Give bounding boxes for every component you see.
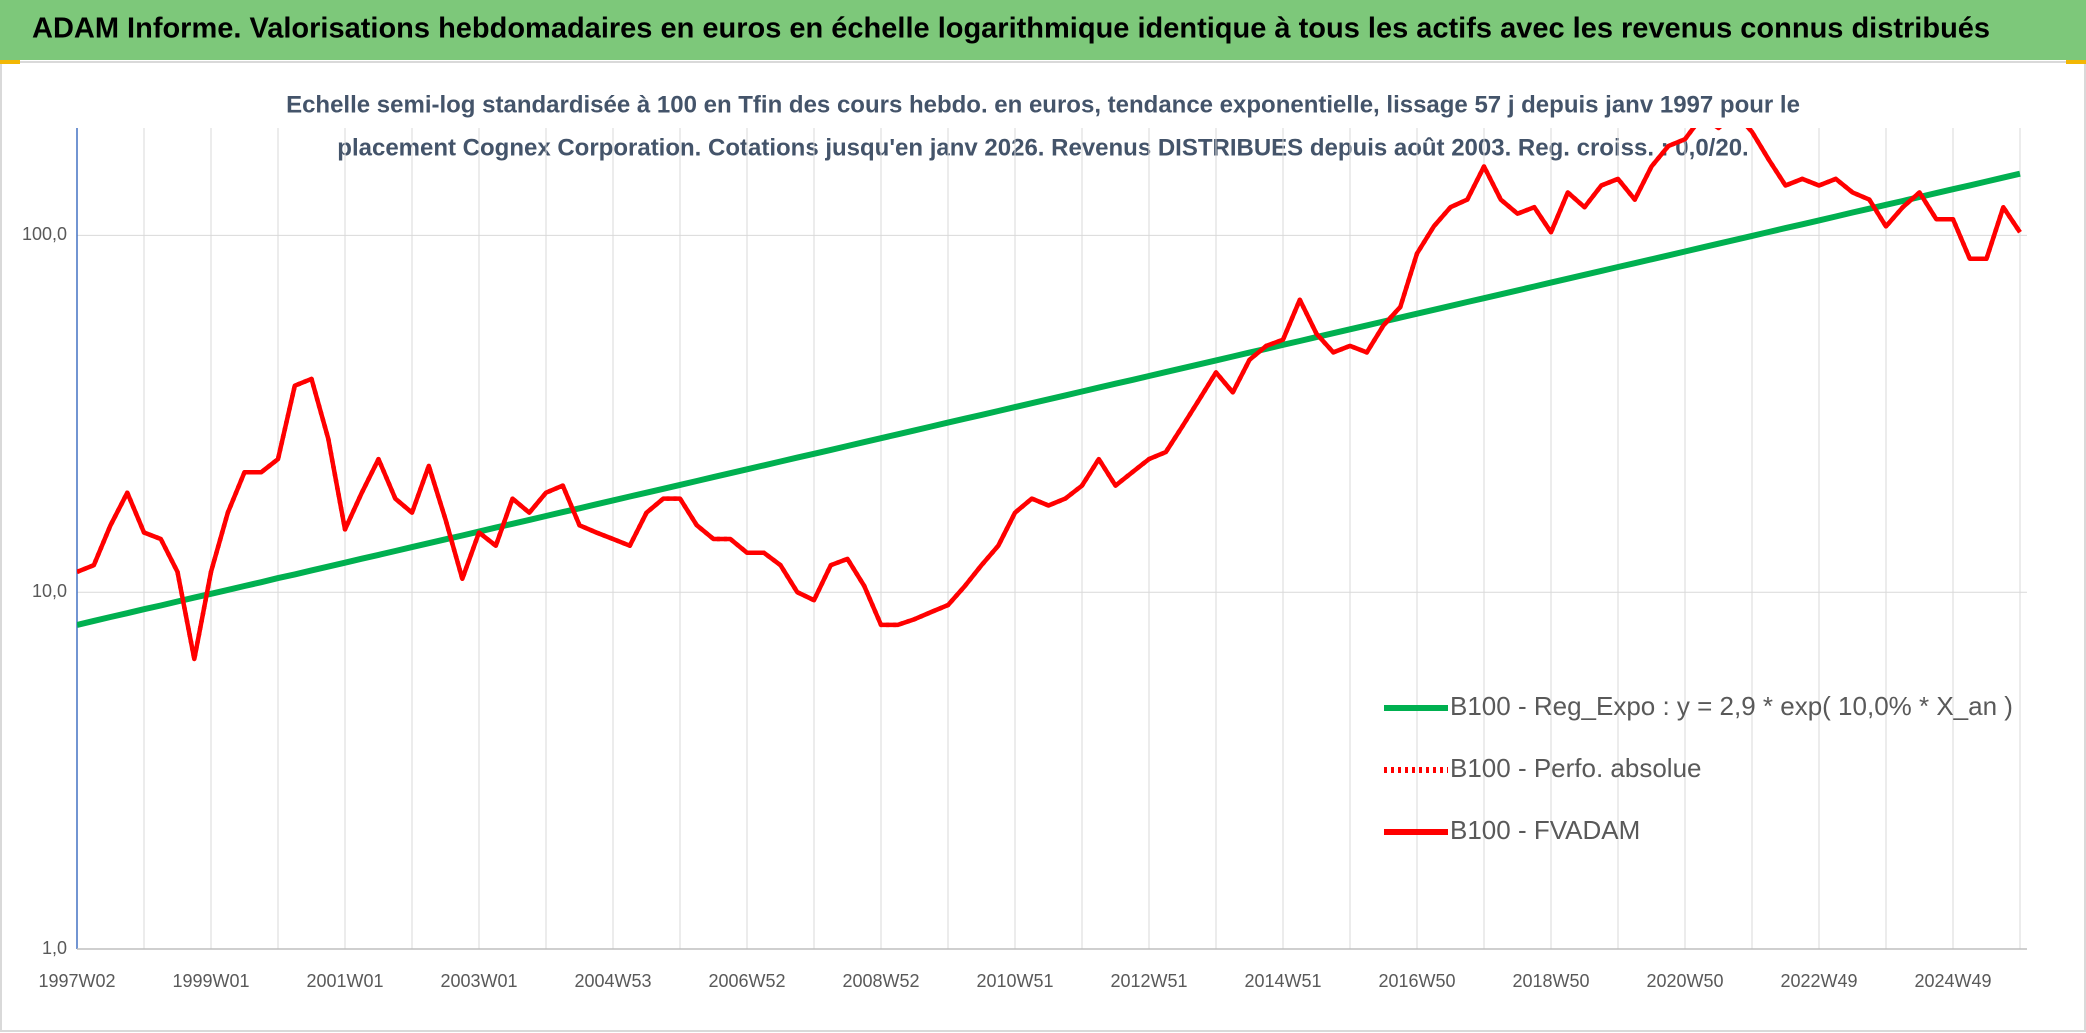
y-tick-label: 10,0 bbox=[32, 581, 67, 601]
series-line bbox=[77, 128, 2022, 662]
chart-frame bbox=[0, 61, 2086, 1032]
x-tick-label: 1997W02 bbox=[38, 971, 115, 991]
subtitle-line: placement Cognex Corporation. Cotations … bbox=[337, 134, 1748, 161]
x-tick-label: 2022W49 bbox=[1780, 971, 1857, 991]
x-tick-label: 2006W52 bbox=[708, 971, 785, 991]
series-line bbox=[77, 170, 2021, 628]
x-tick-label: 1999W01 bbox=[172, 971, 249, 991]
x-tick-label: 2010W51 bbox=[976, 971, 1053, 991]
title-bar bbox=[0, 0, 2086, 60]
x-tick-label: 2018W50 bbox=[1512, 971, 1589, 991]
x-tick-label: 2003W01 bbox=[440, 971, 517, 991]
legend-label: B100 - Perfo. absolue bbox=[1450, 753, 1702, 783]
x-tick-label: 2014W51 bbox=[1244, 971, 1321, 991]
x-tick-label: 2024W49 bbox=[1914, 971, 1991, 991]
x-tick-label: 2008W52 bbox=[842, 971, 919, 991]
x-tick-label: 2001W01 bbox=[306, 971, 383, 991]
chart-title: ADAM Informe. Valorisations hebdomadaire… bbox=[32, 13, 1990, 45]
y-tick-label: 100,0 bbox=[22, 224, 67, 244]
y-tick-label: 1,0 bbox=[42, 938, 67, 958]
x-tick-label: 2020W50 bbox=[1646, 971, 1723, 991]
legend-label: B100 - FVADAM bbox=[1450, 815, 1640, 845]
x-tick-label: 2012W51 bbox=[1110, 971, 1187, 991]
x-tick-label: 2016W50 bbox=[1378, 971, 1455, 991]
legend-label: B100 - Reg_Expo : y = 2,9 * exp( 10,0% *… bbox=[1450, 691, 2013, 721]
subtitle-line: Echelle semi-log standardisée à 100 en T… bbox=[286, 91, 1800, 118]
x-tick-label: 2004W53 bbox=[574, 971, 651, 991]
